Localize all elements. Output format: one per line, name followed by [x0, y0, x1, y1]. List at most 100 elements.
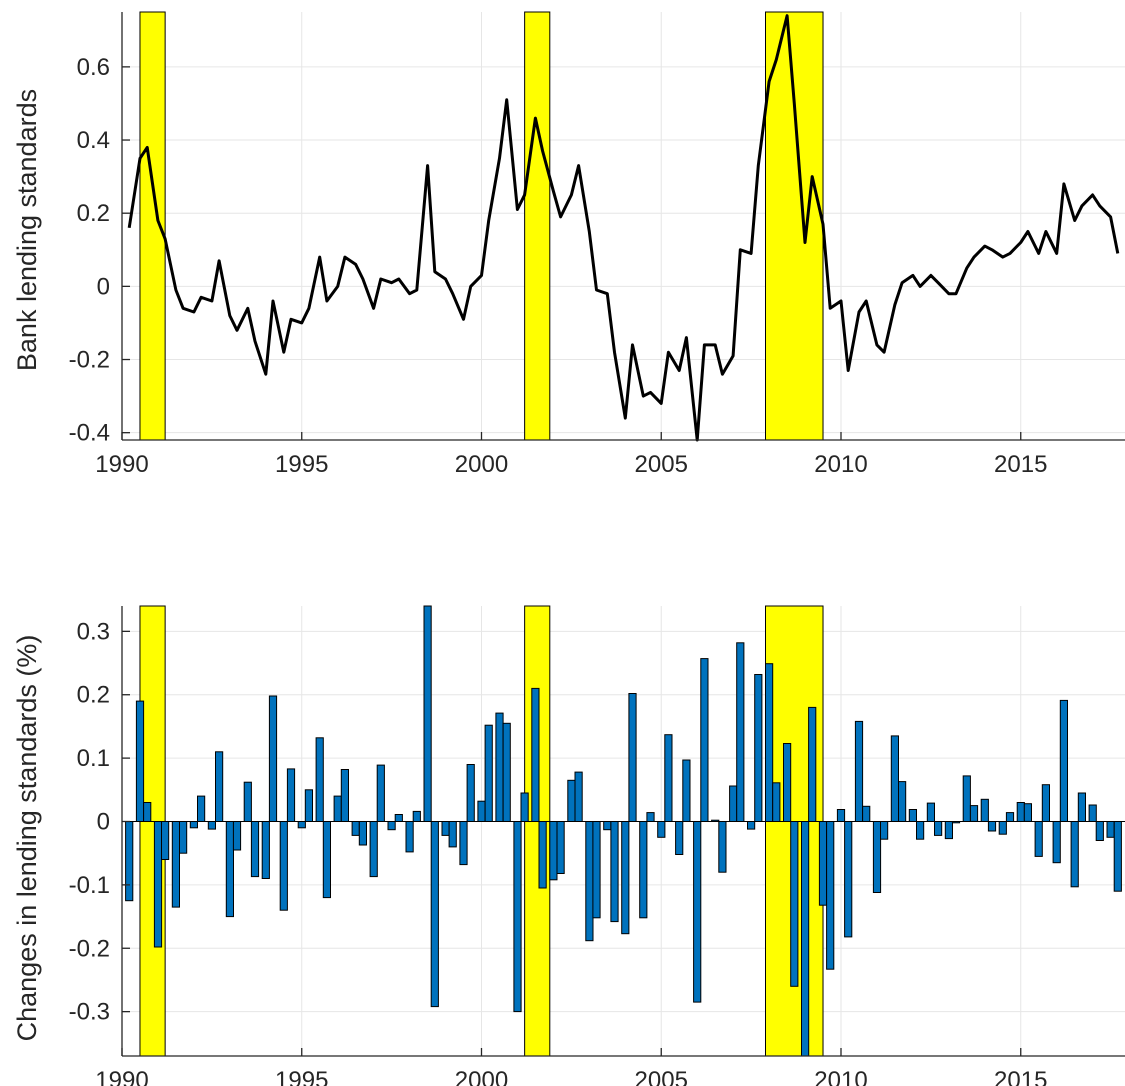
bar [1023, 803, 1033, 822]
bar [987, 821, 997, 832]
bar-chart-panel: -0.3 -0.2 -0.1 0 0.1 0.2 0.3 1990 1995 2000 2005 2… [12, 605, 1125, 1086]
bar [610, 821, 619, 923]
y-tick-labels: -0.4 -0.2 0 0.2 0.4 0.6 [69, 54, 110, 447]
x-tick-label: 1990 [95, 1067, 148, 1086]
y-tick-label: -0.4 [69, 420, 110, 447]
x-tick-label: 1990 [95, 451, 148, 478]
bar [944, 821, 953, 840]
bar [261, 821, 270, 879]
bar [1106, 821, 1115, 838]
y-tick-label: -0.1 [69, 872, 110, 899]
bar [333, 795, 342, 822]
bar [1016, 802, 1025, 822]
bar [567, 779, 576, 822]
bar [387, 821, 396, 831]
x-tick-label: 2015 [994, 1067, 1047, 1086]
bar [405, 821, 414, 853]
x-tick-label: 2005 [635, 1067, 688, 1086]
y-tick-label: 0 [97, 808, 110, 835]
bar [161, 821, 170, 860]
bar [592, 821, 601, 919]
bar [322, 821, 331, 899]
y-tick-label: 0 [97, 273, 110, 300]
bar [934, 821, 943, 836]
bar [520, 792, 529, 822]
bar [412, 810, 421, 823]
y-tick-label: 0.2 [77, 682, 110, 709]
bar [1059, 699, 1069, 823]
bar [926, 802, 935, 822]
bar [358, 821, 367, 846]
bar [430, 821, 439, 1008]
bar [880, 821, 889, 840]
axes [121, 606, 1125, 1057]
bar [574, 771, 583, 822]
y-tick-label: 0.1 [77, 745, 110, 772]
bar [890, 735, 899, 823]
bar [747, 821, 756, 830]
bar [700, 658, 709, 822]
bar [729, 785, 738, 822]
x-tick-label: 2010 [814, 1067, 867, 1086]
bar [772, 782, 781, 822]
bar [969, 805, 979, 822]
bar [459, 821, 468, 866]
x-tick-labels: 1990 1995 2000 2005 2010 2015 [95, 1067, 1047, 1086]
bar [484, 724, 493, 823]
bar [818, 821, 828, 906]
bar [153, 821, 163, 948]
bar [603, 821, 612, 831]
bar [538, 821, 547, 889]
series-line [127, 14, 1120, 442]
bar [1052, 821, 1061, 864]
x-tick-label: 2000 [455, 1067, 508, 1086]
bar [1034, 821, 1043, 857]
x-tick-label: 2015 [994, 451, 1047, 478]
x-tick-label: 1995 [275, 451, 328, 478]
recession-band [524, 11, 551, 441]
y-tick-label: 0.3 [77, 618, 110, 645]
bar [826, 821, 835, 970]
bar [628, 693, 637, 822]
bar [243, 781, 252, 823]
bar [531, 687, 540, 823]
y-tick-label: -0.3 [69, 999, 110, 1026]
x-tick-label: 2005 [635, 451, 688, 478]
recession-shading [139, 605, 824, 1057]
bar [736, 642, 745, 822]
bar [286, 768, 296, 823]
bar [1077, 792, 1087, 822]
bar [340, 769, 349, 822]
bar [718, 821, 727, 873]
bar [1113, 821, 1122, 892]
bar [466, 764, 475, 822]
bar [808, 706, 817, 823]
bar [423, 605, 432, 822]
y-axis-label: Changes in lending standards (%) [12, 635, 42, 1042]
bar [844, 821, 853, 938]
y-axis-label: Bank lending standards [12, 89, 42, 371]
bar [1088, 804, 1097, 822]
y-tick-label: -0.2 [69, 347, 110, 374]
bar [549, 821, 558, 881]
bar [693, 821, 702, 1003]
bar [477, 800, 486, 823]
bar [179, 821, 188, 854]
bar [872, 821, 882, 893]
bar [197, 795, 206, 822]
gridlines [121, 12, 1125, 440]
y-tick-label: -0.2 [69, 935, 110, 962]
bar [854, 720, 864, 823]
bar [664, 734, 673, 823]
bar [862, 805, 871, 822]
bar [836, 809, 846, 822]
bar [125, 821, 134, 902]
bar [232, 821, 242, 851]
y-tick-labels: -0.3 -0.2 -0.1 0 0.1 0.2 0.3 [69, 618, 110, 1025]
bar [376, 764, 385, 822]
bar [268, 695, 278, 822]
bar [143, 802, 152, 822]
x-tick-label: 2000 [455, 451, 508, 478]
